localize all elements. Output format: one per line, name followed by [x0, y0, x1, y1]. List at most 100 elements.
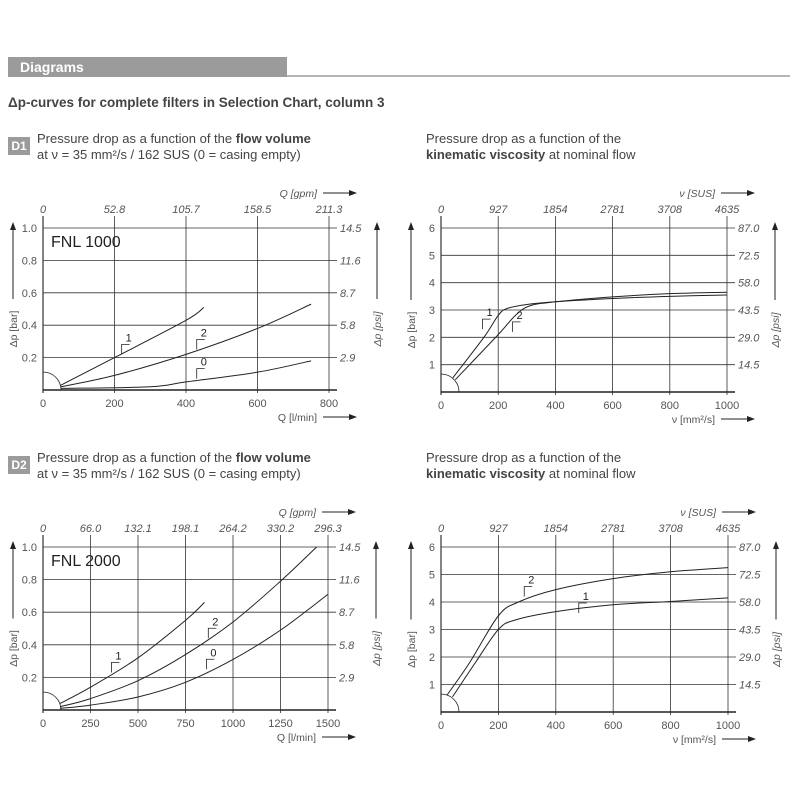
origin-arc [440, 693, 460, 713]
series-label-leader [523, 586, 533, 597]
y-tick-label: 0.6 [22, 288, 37, 300]
badge-d1: D1 [8, 137, 30, 155]
x-axis-title: ν [mm²/s] [673, 734, 716, 746]
arrow-head-icon [772, 222, 778, 230]
section-header-bar [8, 57, 287, 77]
x-tick-label: 1000 [221, 718, 245, 730]
x2-tick-label: 52.8 [104, 204, 126, 216]
y-tick-label: 2 [429, 332, 435, 344]
d2-left-caption: Pressure drop as a function of the flow … [37, 450, 311, 482]
caption-text: at nominal flow [545, 466, 636, 481]
y-tick-label: 1.0 [22, 223, 37, 235]
y2-tick-label: 14.5 [739, 680, 761, 692]
x2-tick-label: 2781 [599, 204, 624, 216]
y-tick-label: 3 [429, 305, 435, 317]
y2-tick-label: 2.9 [339, 353, 355, 365]
x-tick-label: 750 [176, 718, 194, 730]
x2-tick-label: 4635 [716, 523, 741, 535]
arrow-head-icon [773, 541, 779, 549]
x-tick-label: 600 [603, 400, 621, 412]
series-label-0: 0 [210, 647, 216, 659]
series-label-1: 1 [486, 307, 492, 319]
x2-tick-label: 264.2 [218, 523, 247, 535]
series-label-leader [206, 658, 215, 670]
y-tick-label: 0.4 [22, 640, 37, 652]
arrow-head-icon [10, 222, 16, 230]
series-line-2 [60, 303, 312, 388]
x2-tick-label: 0 [40, 204, 47, 216]
chart-title: FNL 1000 [51, 234, 121, 251]
arrow-head-icon [408, 541, 414, 549]
x2-tick-label: 105.7 [172, 204, 200, 216]
x-tick-label: 800 [661, 720, 679, 732]
y-tick-label: 0.4 [22, 320, 37, 332]
x-tick-label: 1250 [268, 718, 292, 730]
y-tick-label: 5 [429, 570, 435, 582]
x2-tick-label: 0 [438, 523, 445, 535]
page-title: Δp-curves for complete filters in Select… [8, 95, 385, 110]
y-tick-label: 2 [429, 652, 435, 664]
y-axis-title: Δp [bar] [8, 630, 20, 667]
x2-tick-label: 3708 [658, 204, 683, 216]
y2-tick-label: 11.6 [339, 575, 360, 587]
y2-tick-label: 14.5 [339, 542, 361, 554]
x-tick-label: 600 [248, 398, 266, 410]
y2-tick-label: 8.7 [339, 607, 355, 619]
origin-arc [42, 691, 62, 711]
series-label-leader [121, 343, 130, 355]
arrow-head-icon [408, 222, 414, 230]
series-label-leader [512, 321, 521, 332]
caption-bold: kinematic viscosity [426, 466, 546, 481]
x-tick-label: 0 [438, 400, 444, 412]
arrow-head-icon [748, 509, 756, 515]
series-line-0 [60, 593, 329, 709]
y-tick-label: 4 [429, 597, 435, 609]
y2-tick-label: 72.5 [739, 570, 761, 582]
series-label-2: 2 [201, 328, 207, 340]
y-tick-label: 0.2 [22, 672, 37, 684]
series-label-0: 0 [201, 357, 207, 369]
caption-bold: flow volume [235, 131, 311, 146]
y2-tick-label: 72.5 [738, 250, 760, 262]
series-line-1 [452, 294, 728, 379]
series-line-1 [452, 597, 729, 698]
x-axis-title: ν [mm²/s] [672, 414, 715, 426]
y-tick-label: 6 [429, 542, 435, 554]
y2-tick-label: 2.9 [338, 672, 354, 684]
y2-axis-title: Δp [psi] [771, 631, 783, 668]
x-tick-label: 800 [661, 400, 679, 412]
series-label-2: 2 [212, 616, 218, 628]
y2-tick-label: 14.5 [340, 223, 362, 235]
x-tick-label: 1500 [316, 718, 340, 730]
y-axis-title: Δp [bar] [406, 312, 418, 349]
origin-arc [440, 373, 460, 393]
caption-bold: flow volume [235, 450, 311, 465]
x2-tick-label: 1854 [544, 523, 568, 535]
x2-tick-label: 158.5 [244, 204, 272, 216]
arrow-head-icon [349, 414, 357, 420]
x2-tick-label: 0 [40, 523, 47, 535]
series-label-leader [482, 318, 491, 330]
x2-axis-title: ν [SUS] [679, 188, 716, 200]
arrow-head-icon [374, 222, 380, 230]
series-label-2: 2 [528, 575, 534, 587]
x-tick-label: 1000 [716, 720, 740, 732]
x2-tick-label: 3708 [658, 523, 683, 535]
y2-tick-label: 29.0 [737, 332, 760, 344]
series-label-1: 1 [115, 651, 121, 663]
y-axis-title: Δp [bar] [406, 631, 418, 668]
x-tick-label: 0 [40, 718, 46, 730]
x-tick-label: 200 [489, 720, 507, 732]
x-tick-label: 400 [547, 720, 565, 732]
section-header-title: Diagrams [20, 59, 84, 75]
x-tick-label: 800 [320, 398, 338, 410]
y-tick-label: 1.0 [22, 542, 37, 554]
caption-bold: kinematic viscosity [426, 147, 546, 162]
arrow-head-icon [747, 190, 755, 196]
y-tick-label: 1 [429, 360, 435, 372]
y2-tick-label: 5.8 [340, 320, 356, 332]
caption-text: at ν = 35 mm²/s / 162 SUS (0 = casing em… [37, 466, 301, 481]
x-tick-label: 600 [604, 720, 622, 732]
x-tick-label: 400 [546, 400, 564, 412]
x-tick-label: 0 [438, 720, 444, 732]
